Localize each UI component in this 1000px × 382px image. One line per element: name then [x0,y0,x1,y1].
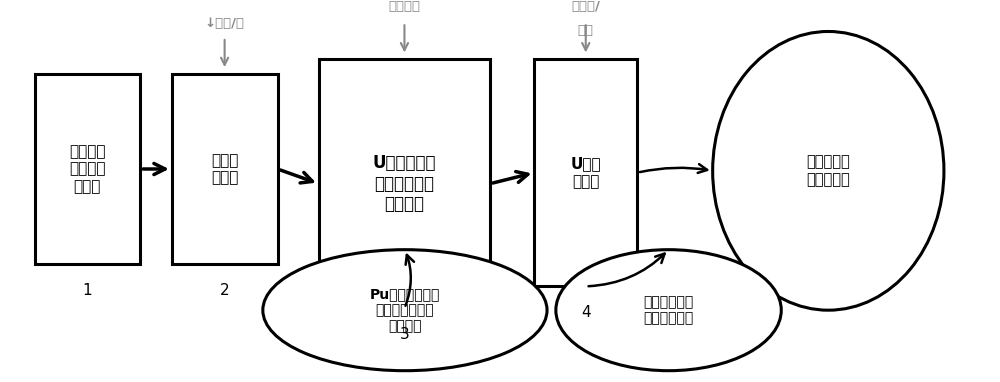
Text: 残留的裂变产
物等进入废液: 残留的裂变产 物等进入废液 [643,295,694,325]
FancyBboxPatch shape [34,74,140,264]
FancyBboxPatch shape [172,74,278,264]
Text: 乏燃料
的溶解: 乏燃料 的溶解 [211,153,238,185]
Ellipse shape [263,250,547,371]
Ellipse shape [713,31,944,310]
FancyBboxPatch shape [319,59,490,308]
Text: U与其它锕系
元素和裂变产
物的分离: U与其它锕系 元素和裂变产 物的分离 [373,154,436,214]
FancyBboxPatch shape [534,59,637,286]
Ellipse shape [556,250,781,371]
Text: 铀簇变成水
丝铀矿沉淀: 铀簇变成水 丝铀矿沉淀 [806,155,850,187]
Text: ↓过氧/碱: ↓过氧/碱 [205,17,245,30]
Text: 2: 2 [220,283,229,298]
Text: Pu、次锕系元素
及裂变产物进入
高放废液: Pu、次锕系元素 及裂变产物进入 高放废液 [370,287,440,333]
Text: 1: 1 [83,283,92,298]
Text: 凝胶电泳: 凝胶电泳 [388,0,420,13]
Text: 过氧: 过氧 [578,24,594,37]
Text: 4: 4 [581,305,591,320]
Text: U的纯
化循环: U的纯 化循环 [570,157,601,189]
Text: 3: 3 [400,327,409,342]
Text: 乏燃料组
件的解体
与剪切: 乏燃料组 件的解体 与剪切 [69,144,106,194]
Text: 稀硝酸/: 稀硝酸/ [571,0,600,13]
